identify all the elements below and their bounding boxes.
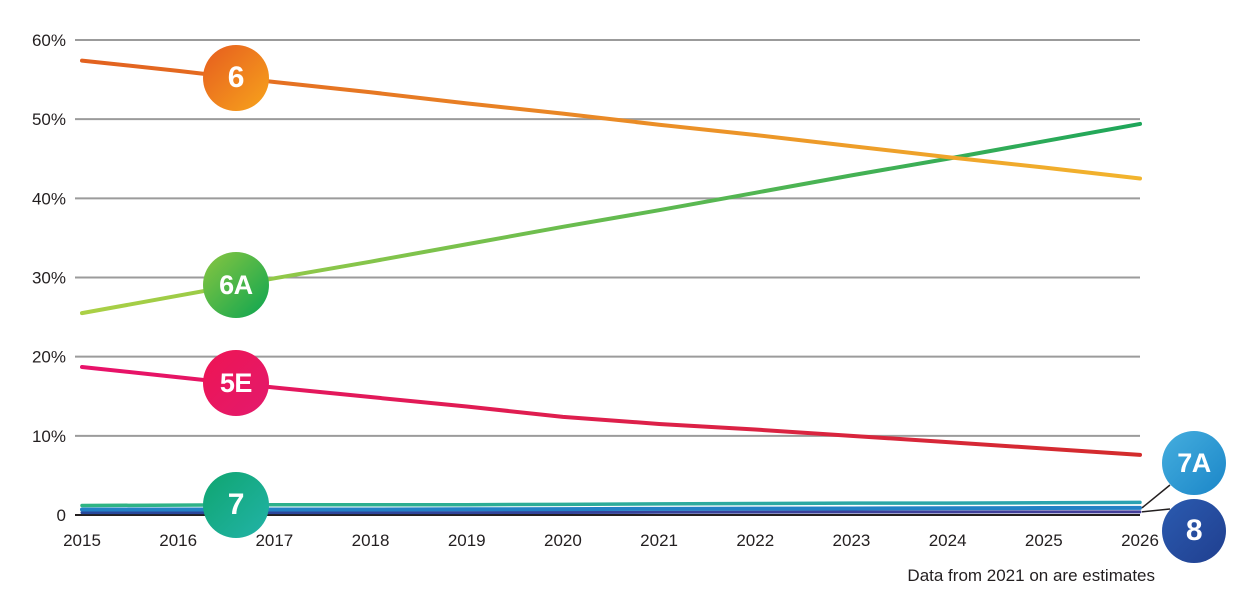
series-badge-5E: 5E (202, 350, 269, 417)
x-tick-label-2017: 2017 (255, 531, 293, 550)
x-tick-label-2025: 2025 (1025, 531, 1063, 550)
y-tick-label-60: 60% (32, 31, 66, 50)
series-badge-7A: 7A (1162, 431, 1226, 495)
x-tick-label-2026: 2026 (1121, 531, 1159, 550)
y-tick-label-10: 10% (32, 427, 66, 446)
x-tick-label-2016: 2016 (159, 531, 197, 550)
x-tick-label-2018: 2018 (352, 531, 390, 550)
x-tick-label-2020: 2020 (544, 531, 582, 550)
y-tick-label-50: 50% (32, 110, 66, 129)
series-badge-7: 7 (202, 471, 269, 538)
y-tick-label-30: 30% (32, 269, 66, 288)
series-badge-6A: 6A (202, 252, 269, 319)
x-tick-label-2021: 2021 (640, 531, 678, 550)
x-tick-label-2024: 2024 (929, 531, 967, 550)
x-tick-label-2023: 2023 (833, 531, 871, 550)
estimates-note: Data from 2021 on are estimates (907, 566, 1155, 585)
y-tick-label-0: 0 (57, 506, 66, 525)
y-tick-label-40: 40% (32, 189, 66, 208)
x-tick-label-2022: 2022 (736, 531, 774, 550)
series-badge-8: 8 (1162, 499, 1226, 563)
x-tick-label-2015: 2015 (63, 531, 101, 550)
y-tick-label-20: 20% (32, 348, 66, 367)
leader-line-8 (1141, 508, 1171, 513)
x-tick-label-2019: 2019 (448, 531, 486, 550)
leader-line-7A (1141, 484, 1171, 509)
series-badge-6: 6 (202, 44, 269, 111)
